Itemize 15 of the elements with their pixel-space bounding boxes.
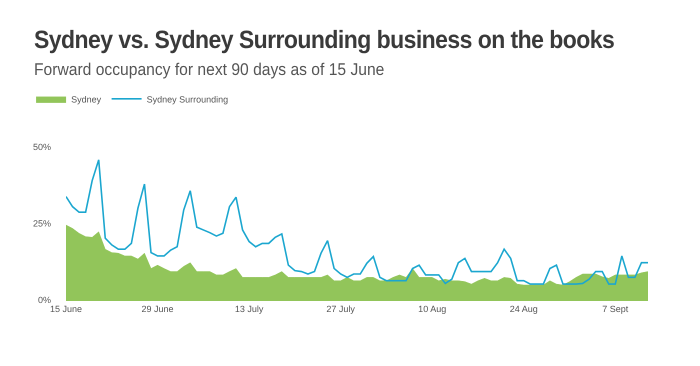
x-tick-label: 10 Aug [418, 304, 446, 314]
x-tick-label: 13 July [234, 304, 264, 314]
legend-label: Sydney [71, 94, 102, 104]
x-tick-label: 15 June [50, 304, 82, 314]
y-tick-label: 25% [32, 218, 51, 229]
x-tick-label: 24 Aug [510, 304, 538, 314]
y-tick-label: 0% [38, 295, 51, 306]
y-tick-label: 50% [32, 142, 51, 152]
chart-subtitle: Forward occupancy for next 90 days as of 15 June [34, 60, 384, 80]
legend-label: Sydney Surrounding [146, 94, 228, 104]
x-tick-label: 29 June [142, 304, 174, 314]
x-tick-label: 7 Sept [602, 304, 629, 314]
chart-title: Sydney vs. Sydney Surrounding business on the books [34, 26, 614, 55]
line-series [66, 159, 648, 285]
x-tick-label: 27 July [326, 304, 356, 314]
